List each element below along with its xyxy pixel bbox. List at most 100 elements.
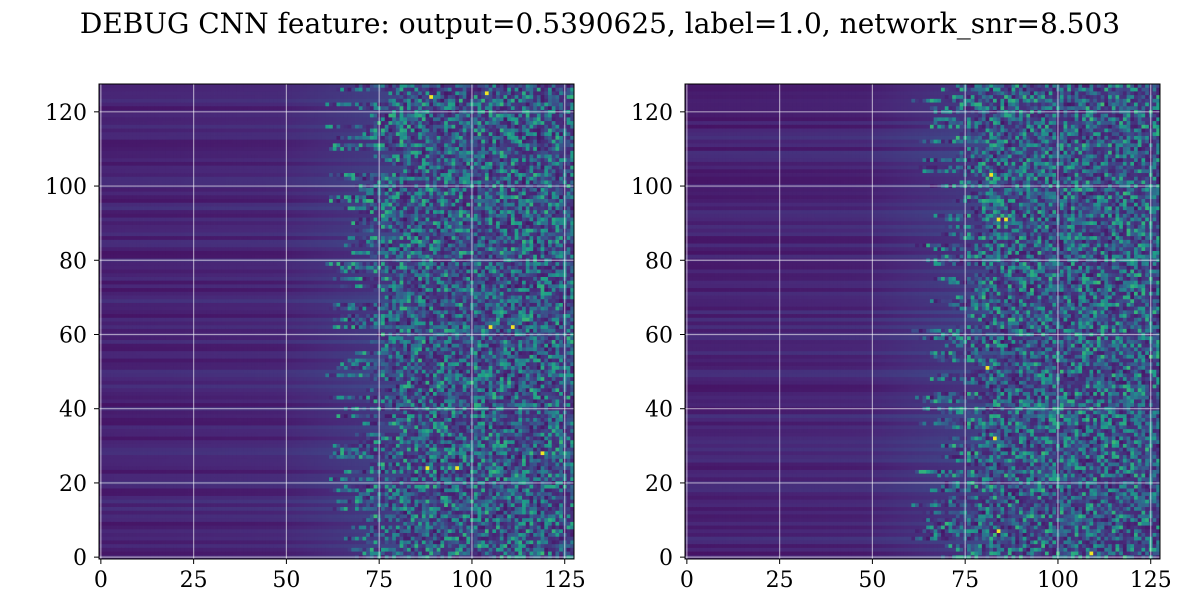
heatmap-cell <box>254 117 259 122</box>
heatmap-cell <box>117 132 122 137</box>
heatmap-cell <box>343 113 349 118</box>
heatmap-cell <box>295 169 300 174</box>
heatmap-cell <box>403 202 408 207</box>
heatmap-cell <box>522 210 527 215</box>
heatmap-cell <box>343 187 349 193</box>
heatmap-cell <box>414 206 419 211</box>
heatmap-cell <box>529 169 534 174</box>
heatmap-cell <box>221 135 226 141</box>
heatmap-cell <box>492 154 497 159</box>
heatmap-cell <box>477 165 482 170</box>
heatmap-cell <box>429 95 434 100</box>
heatmap-cell <box>540 117 545 122</box>
heatmap-cell <box>481 135 486 141</box>
heatmap-cell <box>295 213 300 218</box>
heatmap-cell <box>369 102 375 107</box>
heatmap-cell <box>473 217 478 222</box>
heatmap-cell <box>124 124 130 129</box>
heatmap-cell <box>544 191 549 196</box>
heatmap-cell <box>317 221 323 226</box>
heatmap-cell <box>499 139 504 144</box>
heatmap-cell <box>110 228 115 233</box>
heatmap-cell <box>132 95 137 100</box>
heatmap-cell <box>291 132 297 137</box>
heatmap-cell <box>447 147 452 152</box>
heatmap-cell <box>121 165 126 170</box>
heatmap-cell <box>291 180 297 185</box>
heatmap-cell <box>355 143 360 148</box>
heatmap-cell <box>199 139 204 144</box>
heatmap-cell <box>522 147 527 152</box>
heatmap-cell <box>407 173 412 178</box>
heatmap-cell <box>384 161 389 167</box>
heatmap-cell <box>418 135 423 141</box>
heatmap-cell <box>522 176 527 181</box>
heatmap-cell <box>113 180 118 185</box>
heatmap-cell <box>343 121 349 126</box>
heatmap-cell <box>228 117 233 122</box>
heatmap-cell <box>202 165 208 170</box>
heatmap-cell <box>358 150 363 155</box>
heatmap-cell <box>395 180 400 185</box>
heatmap-cell <box>121 124 126 129</box>
heatmap-cell <box>240 176 245 181</box>
heatmap-cell <box>169 132 174 137</box>
heatmap-cell <box>262 210 267 215</box>
heatmap-cell <box>473 124 478 129</box>
heatmap-cell <box>503 87 508 92</box>
heatmap-cell <box>566 124 571 129</box>
heatmap-cell <box>258 158 263 163</box>
heatmap-cell <box>429 139 434 144</box>
heatmap-cell <box>429 121 434 126</box>
heatmap-cell <box>210 84 215 89</box>
heatmap-cell <box>169 98 174 103</box>
heatmap-cell <box>566 225 571 230</box>
heatmap-cell <box>462 139 467 144</box>
heatmap-cell <box>273 124 278 129</box>
heatmap-cell <box>280 147 285 152</box>
heatmap-cell <box>295 165 300 170</box>
heatmap-cell <box>551 117 556 122</box>
heatmap-cell <box>106 180 111 185</box>
heatmap-cell <box>273 106 278 111</box>
heatmap-cell <box>447 139 452 144</box>
heatmap-cell <box>184 139 189 144</box>
heatmap-cell <box>425 135 430 141</box>
heatmap-cell <box>436 150 441 155</box>
heatmap-cell <box>536 106 541 111</box>
heatmap-cell <box>273 95 278 100</box>
heatmap-cell <box>384 225 389 230</box>
heatmap-cell <box>136 206 141 211</box>
heatmap-cell <box>132 213 137 218</box>
heatmap-cell <box>484 158 490 163</box>
heatmap-cell <box>358 91 363 96</box>
heatmap-cell <box>110 210 115 215</box>
heatmap-cell <box>124 91 130 96</box>
heatmap-cell <box>410 225 415 230</box>
heatmap-cell <box>321 95 326 100</box>
heatmap-cell <box>336 217 341 222</box>
heatmap-cell <box>158 84 163 89</box>
heatmap-cell <box>321 217 326 222</box>
heatmap-cell <box>418 210 423 215</box>
heatmap-cell <box>407 161 412 167</box>
heatmap-cell <box>199 113 204 118</box>
heatmap-cell <box>162 95 167 100</box>
heatmap-cell <box>559 176 564 181</box>
heatmap-cell <box>150 154 156 159</box>
heatmap-cell <box>388 206 393 211</box>
heatmap-cell <box>525 173 530 178</box>
heatmap-cell <box>347 124 352 129</box>
heatmap-cell <box>559 187 564 193</box>
heatmap-cell <box>225 191 230 196</box>
heatmap-cell <box>306 147 311 152</box>
heatmap-cell <box>325 84 330 89</box>
heatmap-cell <box>347 158 352 163</box>
heatmap-cell <box>514 117 519 122</box>
heatmap-cell <box>329 87 334 92</box>
heatmap-cell <box>291 150 297 155</box>
heatmap-cell <box>492 221 497 226</box>
heatmap-cell <box>147 221 152 226</box>
heatmap-cell <box>299 128 304 133</box>
heatmap-cell <box>236 106 241 111</box>
